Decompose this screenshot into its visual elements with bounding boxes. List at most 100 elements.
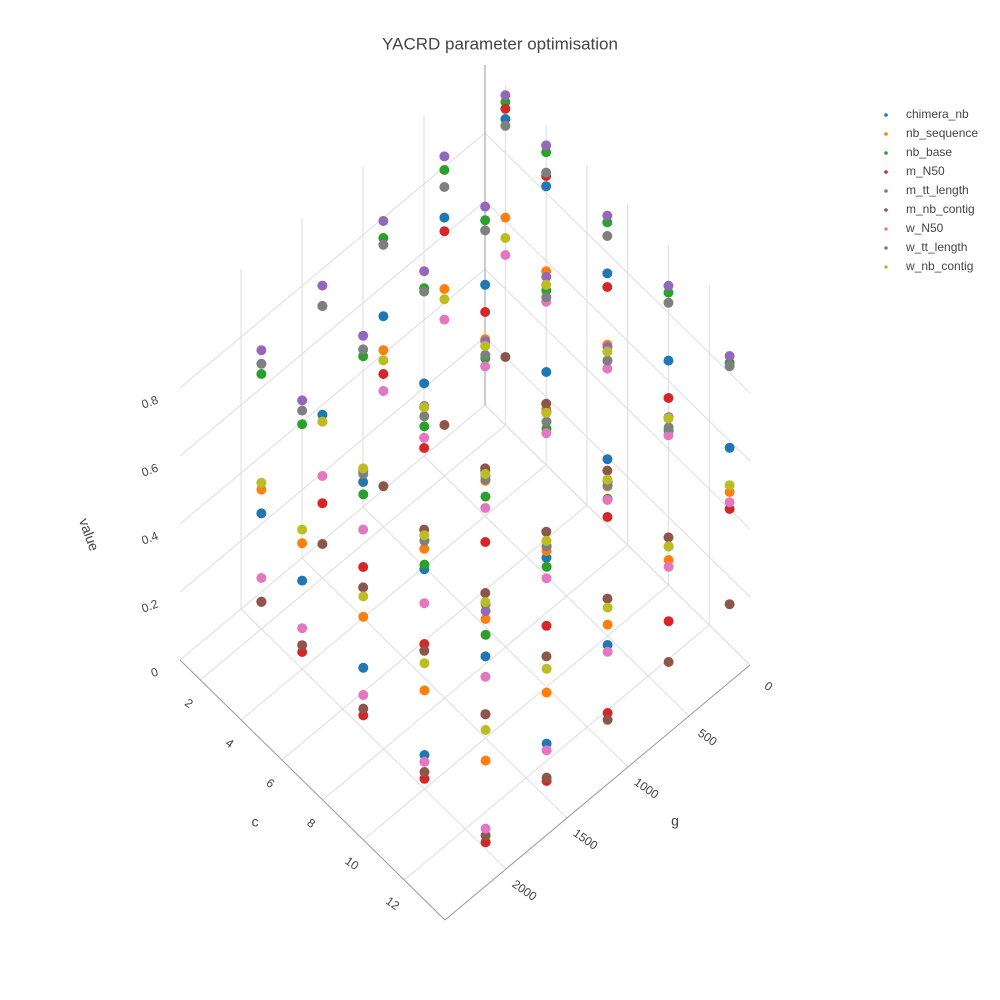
grid-line bbox=[179, 200, 486, 457]
point bbox=[358, 562, 369, 572]
point bbox=[500, 90, 511, 101]
point bbox=[541, 292, 552, 303]
point bbox=[256, 596, 267, 607]
grid-line bbox=[484, 404, 751, 666]
point bbox=[602, 714, 613, 725]
point bbox=[419, 767, 430, 777]
point bbox=[419, 443, 430, 453]
point bbox=[663, 280, 674, 291]
grid-line bbox=[322, 544, 629, 801]
point bbox=[439, 314, 450, 325]
point bbox=[724, 480, 735, 491]
grid-line bbox=[179, 404, 486, 661]
point bbox=[297, 623, 308, 634]
point bbox=[541, 181, 552, 192]
point bbox=[480, 537, 491, 547]
x-tick-label: 8 bbox=[304, 816, 318, 831]
point bbox=[602, 231, 613, 241]
legend-label: m_tt_length bbox=[906, 183, 969, 197]
point bbox=[500, 103, 511, 114]
legend-marker bbox=[884, 113, 888, 117]
y-tick-label: 500 bbox=[695, 726, 720, 749]
axis-line bbox=[179, 659, 446, 921]
point bbox=[663, 561, 674, 572]
point bbox=[663, 422, 674, 433]
point bbox=[297, 524, 308, 535]
chart-title: YACRD parameter optimisation bbox=[382, 34, 618, 53]
point bbox=[378, 311, 389, 322]
point bbox=[419, 543, 430, 554]
x-tick-label: 12 bbox=[383, 894, 402, 913]
x-tick-label: 2 bbox=[182, 696, 196, 711]
point bbox=[663, 430, 674, 441]
point bbox=[602, 593, 613, 604]
legend-label: w_N50 bbox=[905, 221, 944, 235]
point bbox=[500, 233, 511, 243]
point bbox=[419, 378, 430, 389]
grid-line bbox=[179, 132, 486, 389]
point bbox=[480, 225, 491, 236]
point bbox=[602, 346, 613, 357]
point bbox=[541, 745, 552, 756]
point bbox=[480, 350, 491, 360]
grid-line bbox=[301, 557, 568, 819]
point bbox=[317, 416, 328, 427]
point bbox=[480, 215, 491, 226]
point bbox=[419, 530, 430, 541]
point bbox=[256, 508, 267, 519]
point bbox=[358, 611, 369, 622]
point bbox=[480, 491, 491, 502]
point bbox=[602, 602, 613, 613]
point bbox=[480, 503, 491, 513]
point bbox=[480, 201, 491, 212]
point bbox=[358, 489, 369, 500]
point bbox=[541, 526, 552, 537]
legend-marker bbox=[884, 132, 888, 136]
point bbox=[541, 651, 552, 662]
grid-line bbox=[240, 464, 547, 721]
point bbox=[378, 239, 389, 250]
point bbox=[439, 182, 450, 192]
point bbox=[378, 355, 389, 366]
point bbox=[419, 645, 430, 656]
point bbox=[480, 651, 491, 662]
point bbox=[663, 616, 674, 627]
point bbox=[480, 823, 491, 834]
grid-line bbox=[484, 336, 751, 598]
point bbox=[602, 363, 613, 374]
point bbox=[358, 477, 369, 487]
point bbox=[480, 755, 491, 766]
point bbox=[500, 212, 511, 223]
point bbox=[358, 524, 369, 535]
point bbox=[358, 344, 369, 355]
point bbox=[297, 575, 308, 586]
point bbox=[297, 419, 308, 430]
point bbox=[419, 658, 430, 669]
point bbox=[724, 442, 735, 453]
point bbox=[724, 361, 735, 372]
point bbox=[602, 512, 613, 522]
point bbox=[541, 407, 552, 418]
grid-line bbox=[363, 584, 669, 841]
point bbox=[602, 210, 613, 221]
point bbox=[419, 756, 430, 767]
point bbox=[358, 662, 369, 673]
point bbox=[480, 588, 491, 598]
point bbox=[297, 640, 308, 651]
point bbox=[480, 709, 491, 720]
point bbox=[663, 355, 674, 366]
point bbox=[500, 120, 511, 131]
point bbox=[541, 140, 552, 151]
point bbox=[500, 250, 511, 260]
point bbox=[480, 614, 491, 624]
y-tick-label: 0 bbox=[762, 679, 776, 694]
point bbox=[297, 405, 308, 416]
axis-line bbox=[444, 664, 751, 921]
point bbox=[541, 428, 552, 439]
y-tick-label: 1000 bbox=[632, 775, 662, 802]
point bbox=[297, 395, 308, 406]
point bbox=[439, 284, 450, 294]
point bbox=[541, 416, 552, 427]
grid-line bbox=[281, 504, 588, 761]
